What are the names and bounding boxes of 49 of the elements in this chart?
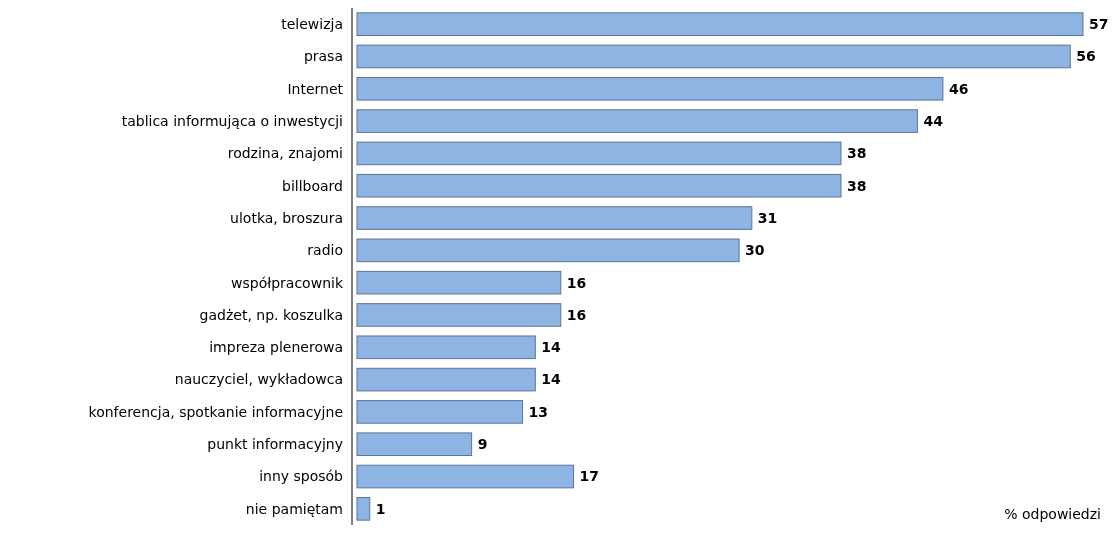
bar — [356, 432, 473, 457]
y-tick-label: rodzina, znajomi — [227, 145, 343, 162]
bar — [356, 141, 842, 166]
y-tick-label: punkt informacyjny — [207, 436, 343, 453]
data-label: 16 — [566, 274, 587, 291]
bar — [356, 206, 753, 230]
y-tick-label: prasa — [303, 48, 343, 65]
y-tick-label: radio — [307, 242, 343, 259]
data-label: 13 — [528, 403, 549, 420]
y-tick-label: telewizja — [281, 16, 343, 33]
data-label: 38 — [847, 145, 867, 162]
y-tick-label: ulotka, broszura — [230, 209, 343, 226]
bar — [356, 303, 562, 327]
bar — [356, 367, 536, 392]
data-label: 16 — [566, 306, 587, 323]
y-tick-label: Internet — [287, 80, 344, 97]
data-label: 57 — [1089, 16, 1109, 33]
y-tick-label: współpracownik — [231, 274, 344, 291]
data-label: 17 — [579, 468, 600, 485]
data-label: 30 — [745, 242, 765, 259]
bar — [356, 400, 524, 424]
bar — [356, 44, 1071, 69]
data-label: 44 — [923, 112, 944, 129]
bar — [356, 270, 562, 295]
data-label: 31 — [757, 209, 778, 226]
data-label: 9 — [477, 436, 488, 453]
bar — [356, 12, 1084, 36]
bar — [356, 109, 918, 133]
y-tick-label: billboard — [282, 177, 343, 194]
y-tick-label: gadżet, np. koszulka — [199, 306, 343, 323]
annotation: % odpowiedzi — [1004, 506, 1101, 522]
data-label: 14 — [541, 339, 562, 356]
bar — [356, 464, 575, 489]
bar — [356, 497, 371, 521]
data-label: 1 — [375, 500, 386, 517]
y-tick-label: nauczyciel, wykładowca — [174, 371, 343, 388]
y-tick-label: inny sposób — [259, 468, 344, 485]
y-tick-label: nie pamiętam — [245, 500, 343, 517]
bar — [356, 76, 944, 101]
data-label: 38 — [847, 177, 867, 194]
bar — [356, 173, 842, 198]
y-tick-label: impreza plenerowa — [209, 339, 343, 356]
y-tick-label: konferencja, spotkanie informacyjne — [88, 403, 343, 420]
data-label: 46 — [948, 80, 969, 97]
bar — [356, 238, 740, 263]
y-tick-label: tablica informująca o inwestycji — [121, 112, 343, 129]
data-label: 56 — [1076, 48, 1096, 65]
bar — [356, 335, 536, 360]
data-label: 14 — [541, 371, 562, 388]
